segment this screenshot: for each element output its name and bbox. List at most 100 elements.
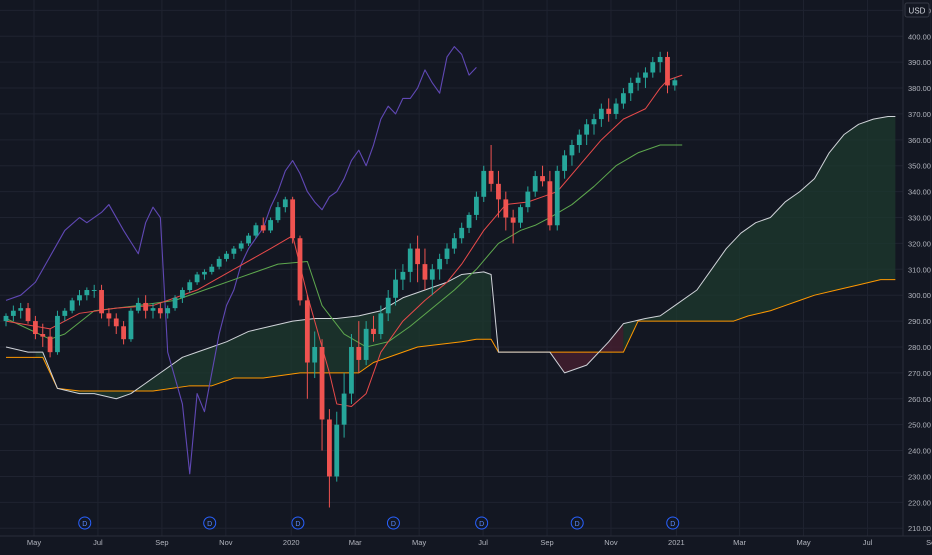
candle[interactable] [312,331,318,379]
candle[interactable] [216,256,222,270]
candle[interactable] [135,297,141,314]
candle[interactable] [466,212,472,234]
candle[interactable] [319,339,325,451]
candle[interactable] [231,245,237,259]
candle[interactable] [268,217,273,234]
candle[interactable] [503,191,509,231]
candle[interactable] [327,409,332,508]
candle[interactable] [180,287,185,303]
candle[interactable] [3,313,9,327]
candles[interactable] [3,51,678,508]
candle[interactable] [665,51,670,94]
candle[interactable] [525,186,531,213]
candle[interactable] [84,287,90,301]
time-axis[interactable]: May Jul Sep Nov 2020 Mar May Jul Sep Nov 2021 Mar Ma… [0,535,932,547]
candle[interactable] [378,305,384,340]
candle[interactable] [121,321,126,345]
candle[interactable] [415,235,420,283]
candle[interactable] [606,98,612,122]
candle[interactable] [304,295,310,399]
candle[interactable] [238,240,244,252]
candle[interactable] [69,297,75,314]
candle[interactable] [628,77,634,101]
candle[interactable] [643,67,648,89]
candle[interactable] [459,222,465,244]
candle[interactable] [47,328,53,358]
candle[interactable] [569,139,575,166]
candle[interactable] [165,305,171,319]
candle[interactable] [363,321,369,366]
candle[interactable] [209,264,215,275]
dividend-badge[interactable]: D [666,516,680,530]
candle[interactable] [451,233,457,254]
candle[interactable] [113,313,119,335]
candle[interactable] [18,302,24,319]
candle[interactable] [510,209,516,244]
candle[interactable] [672,77,678,91]
candle[interactable] [55,310,60,355]
candle[interactable] [10,305,16,322]
dividend-badge[interactable]: D [78,516,92,530]
candle[interactable] [157,302,163,319]
candle[interactable] [474,191,479,221]
candle[interactable] [106,308,112,327]
candle[interactable] [591,113,597,135]
candle[interactable] [246,233,251,246]
candle[interactable] [562,150,567,179]
candle[interactable] [33,315,38,340]
candle[interactable] [202,269,207,280]
candle[interactable] [187,279,193,293]
candle[interactable] [393,269,398,306]
candle[interactable] [635,72,641,91]
dividend-badge[interactable]: D [203,516,217,530]
candle[interactable] [444,243,450,265]
dividend-badge[interactable]: D [475,516,489,530]
candle[interactable] [297,235,303,306]
candle[interactable] [349,334,354,404]
candle[interactable] [143,295,149,319]
candle[interactable] [260,217,266,234]
candle[interactable] [194,271,200,285]
price-axis[interactable]: 210.00 220.00 230.00 240.00 250.00 260.00 270.… [902,0,931,536]
candle[interactable] [657,51,663,73]
candle[interactable] [437,253,443,280]
candle[interactable] [290,196,296,244]
candle[interactable] [547,170,553,231]
candle[interactable] [540,165,545,187]
candle[interactable] [429,264,435,296]
candle[interactable] [385,290,391,322]
candle[interactable] [621,88,626,109]
dividend-badge[interactable]: D [386,516,400,530]
candle[interactable] [422,248,428,291]
candle[interactable] [576,129,582,153]
candle[interactable] [128,308,134,342]
candle[interactable] [172,295,178,311]
candle[interactable] [532,170,538,197]
candle[interactable] [150,302,156,319]
candle[interactable] [496,170,501,218]
candle[interactable] [40,323,46,347]
candle[interactable] [275,201,281,223]
candle[interactable] [584,119,590,146]
candle[interactable] [282,196,288,213]
candle[interactable] [554,165,560,231]
candle[interactable] [253,222,259,239]
candle[interactable] [407,243,413,283]
candle[interactable] [91,284,97,298]
candle[interactable] [25,302,31,324]
candle[interactable] [356,321,362,373]
candle[interactable] [650,56,656,78]
candle[interactable] [613,98,619,120]
candle[interactable] [224,251,229,262]
dividend-badge[interactable]: D [570,516,584,530]
candle[interactable] [371,315,376,342]
candle[interactable] [481,165,487,202]
candle[interactable] [400,264,406,291]
candle[interactable] [598,103,604,127]
candle[interactable] [77,290,82,306]
candle[interactable] [518,204,523,228]
candle[interactable] [99,284,104,319]
